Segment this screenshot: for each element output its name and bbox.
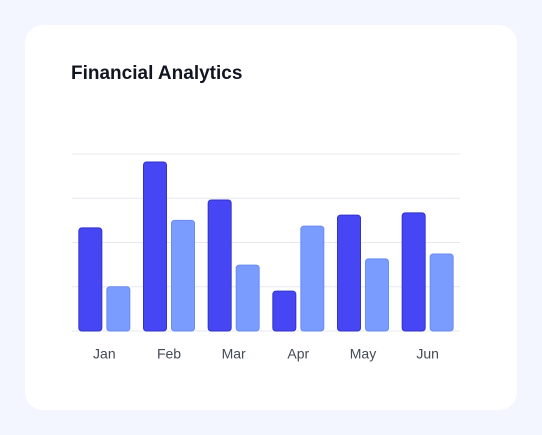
- bar: [272, 290, 297, 332]
- bar: [429, 253, 454, 332]
- bar: [78, 227, 103, 332]
- chart-title: Financial Analytics: [71, 63, 242, 84]
- bar: [143, 161, 167, 332]
- bar: [337, 214, 361, 332]
- x-tick-label: Jan: [93, 346, 116, 362]
- bar: [401, 212, 426, 332]
- x-tick-label: May: [350, 346, 376, 362]
- bar: [300, 225, 325, 332]
- x-tick-label: Mar: [222, 346, 246, 362]
- x-tick-label: Jun: [416, 346, 439, 362]
- x-tick-label: Apr: [287, 346, 309, 362]
- x-tick-label: Feb: [157, 346, 181, 362]
- bar: [235, 264, 260, 332]
- bar: [207, 199, 232, 332]
- bar: [365, 258, 389, 332]
- bar: [171, 219, 195, 332]
- bar: [106, 286, 131, 332]
